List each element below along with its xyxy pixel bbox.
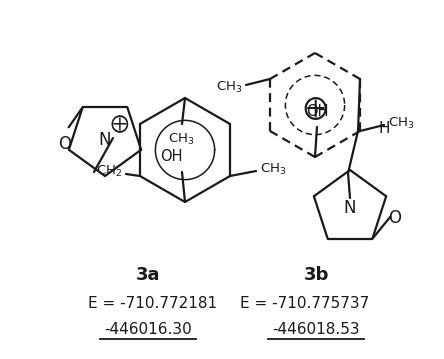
Text: $\bigoplus$: $\bigoplus$ — [303, 94, 327, 121]
Text: CH$_3$: CH$_3$ — [215, 79, 242, 94]
Text: H: H — [378, 121, 389, 136]
Text: CH$_3$: CH$_3$ — [260, 162, 286, 177]
Text: O: O — [388, 209, 401, 227]
Text: -446016.30: -446016.30 — [104, 322, 192, 337]
Text: N: N — [344, 199, 356, 217]
Text: 3a: 3a — [136, 266, 160, 284]
Text: CH$_2$: CH$_2$ — [96, 163, 122, 178]
Text: $\bigoplus$: $\bigoplus$ — [111, 113, 130, 135]
Text: OH: OH — [160, 149, 182, 164]
Text: OH: OH — [306, 104, 328, 119]
Text: CH$_3$: CH$_3$ — [388, 116, 415, 131]
Text: E = -710.775737: E = -710.775737 — [240, 295, 369, 311]
Text: N: N — [99, 131, 111, 149]
Text: -446018.53: -446018.53 — [272, 322, 360, 337]
Text: E = -710.772181: E = -710.772181 — [88, 295, 217, 311]
Text: CH$_3$: CH$_3$ — [168, 132, 194, 147]
Text: 3b: 3b — [303, 266, 329, 284]
Text: O: O — [58, 135, 71, 153]
